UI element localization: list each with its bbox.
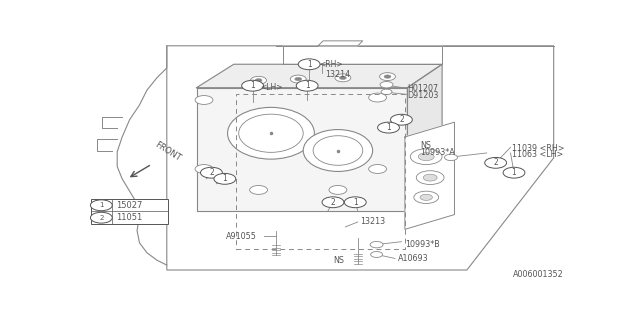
Circle shape <box>344 197 366 208</box>
Circle shape <box>322 197 344 208</box>
Text: 1: 1 <box>353 198 358 207</box>
Circle shape <box>390 114 412 125</box>
Text: 13213: 13213 <box>360 218 385 227</box>
Circle shape <box>295 77 301 81</box>
Text: 11039 <RH>: 11039 <RH> <box>511 144 564 153</box>
Circle shape <box>380 82 393 88</box>
Circle shape <box>378 122 399 133</box>
Circle shape <box>384 75 391 78</box>
Circle shape <box>414 191 438 204</box>
Text: <LH>: <LH> <box>260 83 282 92</box>
Circle shape <box>90 200 112 211</box>
Circle shape <box>195 96 213 104</box>
Text: 1: 1 <box>386 123 391 132</box>
Polygon shape <box>318 41 363 46</box>
Polygon shape <box>408 64 442 211</box>
Text: A006001352: A006001352 <box>513 270 564 279</box>
Circle shape <box>370 241 383 248</box>
Text: 15027: 15027 <box>116 201 142 210</box>
Circle shape <box>484 157 507 168</box>
Circle shape <box>419 153 434 161</box>
Circle shape <box>296 80 318 91</box>
Circle shape <box>242 80 264 91</box>
Text: 2: 2 <box>493 158 498 167</box>
Circle shape <box>298 59 320 70</box>
Circle shape <box>490 161 503 167</box>
Circle shape <box>291 75 306 83</box>
Text: 1: 1 <box>305 81 310 90</box>
Circle shape <box>420 194 433 200</box>
Circle shape <box>380 73 396 81</box>
Ellipse shape <box>239 114 303 152</box>
Circle shape <box>250 186 268 194</box>
Text: <RH>: <RH> <box>319 60 342 69</box>
Circle shape <box>200 167 222 178</box>
Circle shape <box>214 173 236 184</box>
Text: 2: 2 <box>99 215 104 221</box>
Text: 1: 1 <box>511 168 516 177</box>
Circle shape <box>90 212 112 223</box>
Circle shape <box>369 93 387 102</box>
Text: 11051: 11051 <box>116 213 142 222</box>
Text: 1: 1 <box>307 60 312 69</box>
Circle shape <box>371 252 383 258</box>
Circle shape <box>339 76 346 80</box>
Ellipse shape <box>313 136 363 165</box>
Bar <box>91 198 168 224</box>
Text: NS: NS <box>333 256 344 265</box>
Text: 2: 2 <box>331 198 335 207</box>
Polygon shape <box>405 122 454 229</box>
Text: 1: 1 <box>250 81 255 90</box>
Text: A10693: A10693 <box>397 254 428 263</box>
Circle shape <box>410 149 442 164</box>
Circle shape <box>509 171 522 177</box>
Circle shape <box>423 174 437 181</box>
Text: NS: NS <box>420 141 431 150</box>
Circle shape <box>445 154 458 161</box>
Text: D91203: D91203 <box>408 91 439 100</box>
Text: 10993*B: 10993*B <box>405 240 440 249</box>
Circle shape <box>381 89 392 95</box>
Ellipse shape <box>303 130 372 172</box>
Text: 1: 1 <box>223 174 227 183</box>
Circle shape <box>369 164 387 173</box>
Text: 2: 2 <box>399 115 404 124</box>
Ellipse shape <box>228 108 314 159</box>
Polygon shape <box>196 88 408 211</box>
Text: 1: 1 <box>99 202 104 208</box>
Text: H01207: H01207 <box>408 84 438 93</box>
Text: 10993*A: 10993*A <box>420 148 454 157</box>
Circle shape <box>335 74 351 82</box>
Circle shape <box>195 164 213 173</box>
Polygon shape <box>196 64 442 88</box>
Bar <box>236 94 405 249</box>
Text: 13214: 13214 <box>326 70 351 79</box>
Polygon shape <box>167 46 554 270</box>
Circle shape <box>329 186 347 194</box>
Text: 11063 <LH>: 11063 <LH> <box>511 150 563 159</box>
Text: 2: 2 <box>209 168 214 177</box>
Circle shape <box>503 167 525 178</box>
Circle shape <box>255 79 262 82</box>
Polygon shape <box>284 46 442 64</box>
Text: FRONT: FRONT <box>154 140 182 163</box>
Circle shape <box>251 76 266 84</box>
Circle shape <box>416 171 444 185</box>
Text: A91055: A91055 <box>227 232 257 241</box>
